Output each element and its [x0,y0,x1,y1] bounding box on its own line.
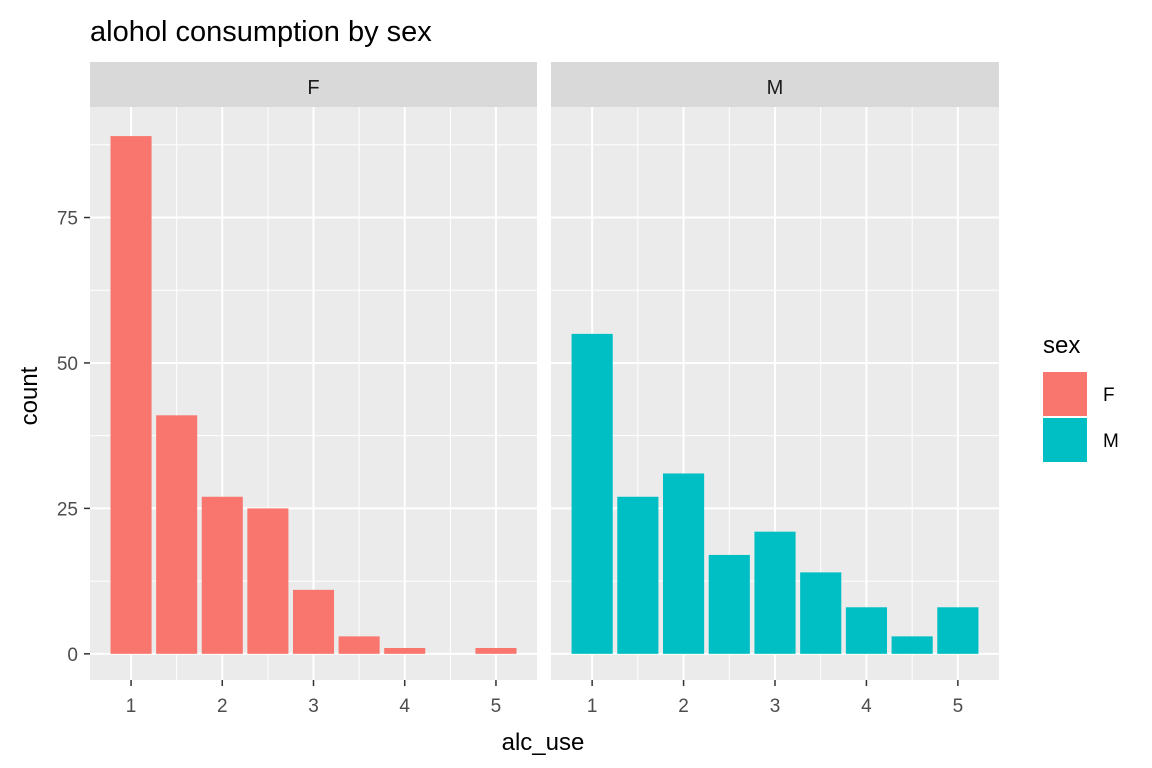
bar-F-1.5 [156,415,198,654]
x-tick-label: 4 [399,696,410,717]
bar-F-1 [110,136,152,654]
facet-strip [90,62,537,107]
bar-M-3 [754,531,796,654]
bar-M-1 [571,333,613,654]
x-tick-label: 3 [770,696,781,717]
bar-M-3.5 [800,572,842,654]
facet-strip [551,62,999,107]
x-tick-label: 5 [491,696,502,717]
facet-strip-label: F [307,77,319,99]
x-tick-label: 1 [126,696,137,717]
x-tick-label: 2 [678,696,689,717]
legend-key-M [1043,418,1087,462]
facet-strip-label: M [767,77,784,99]
y-tick-label: 25 [57,499,78,520]
bar-M-4 [845,607,887,654]
bar-F-3 [292,589,335,654]
y-tick-label: 75 [57,209,78,230]
y-axis-title: count [16,366,43,425]
legend-title: sex [1043,332,1080,359]
x-tick-label: 2 [217,696,228,717]
bar-F-5 [475,648,517,654]
bar-M-1.5 [617,496,659,654]
facet-panels: F 1 2 3 4 5 M 1 2 3 4 5 [90,62,999,717]
facet-panel-M: M 1 2 3 4 5 [551,62,999,717]
bar-M-5 [937,607,979,654]
x-tick-label: 5 [953,696,964,717]
x-tick-label: 1 [587,696,598,717]
x-tick-label: 4 [861,696,872,717]
bar-F-2 [201,496,243,654]
bar-F-2.5 [247,508,289,654]
x-tick-label: 3 [308,696,319,717]
legend-label-M: M [1103,431,1119,452]
chart-title: alohol consumption by sex [90,16,432,48]
facet-panel-F: F 1 2 3 4 5 [90,62,537,717]
bar-F-3.5 [338,636,380,654]
bar-M-4.5 [891,636,933,654]
legend-label-F: F [1103,385,1115,406]
bar-M-2 [663,473,705,654]
y-tick-label: 0 [67,645,78,666]
y-tick-label: 50 [57,354,78,375]
bar-M-2.5 [708,554,750,654]
x-axis-title: alc_use [502,729,585,756]
bar-F-4 [384,648,426,654]
legend-key-F [1043,372,1087,416]
legend: sex F M [1043,332,1119,462]
y-axis: 0 25 50 75 [57,209,90,666]
